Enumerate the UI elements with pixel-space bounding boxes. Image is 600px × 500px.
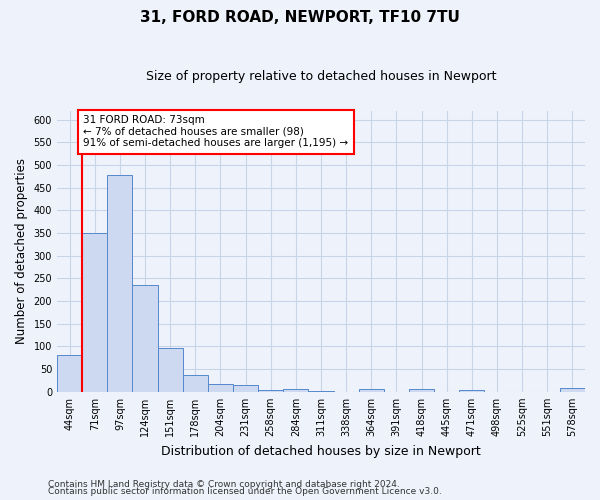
Bar [208, 384, 233, 392]
Text: Contains public sector information licensed under the Open Government Licence v3: Contains public sector information licen… [48, 487, 442, 496]
Bar [57, 354, 82, 392]
Bar [359, 388, 384, 392]
Title: Size of property relative to detached houses in Newport: Size of property relative to detached ho… [146, 70, 496, 83]
Text: 31 FORD ROAD: 73sqm
← 7% of detached houses are smaller (98)
91% of semi-detache: 31 FORD ROAD: 73sqm ← 7% of detached hou… [83, 115, 349, 148]
Bar [459, 390, 484, 392]
Bar [82, 233, 107, 392]
Y-axis label: Number of detached properties: Number of detached properties [15, 158, 28, 344]
Bar [258, 390, 283, 392]
X-axis label: Distribution of detached houses by size in Newport: Distribution of detached houses by size … [161, 444, 481, 458]
Bar [183, 376, 208, 392]
Text: Contains HM Land Registry data © Crown copyright and database right 2024.: Contains HM Land Registry data © Crown c… [48, 480, 400, 489]
Bar [107, 175, 133, 392]
Bar [233, 385, 258, 392]
Bar [409, 388, 434, 392]
Bar [283, 388, 308, 392]
Bar [560, 388, 585, 392]
Bar [133, 285, 158, 392]
Bar [158, 348, 183, 392]
Text: 31, FORD ROAD, NEWPORT, TF10 7TU: 31, FORD ROAD, NEWPORT, TF10 7TU [140, 10, 460, 25]
